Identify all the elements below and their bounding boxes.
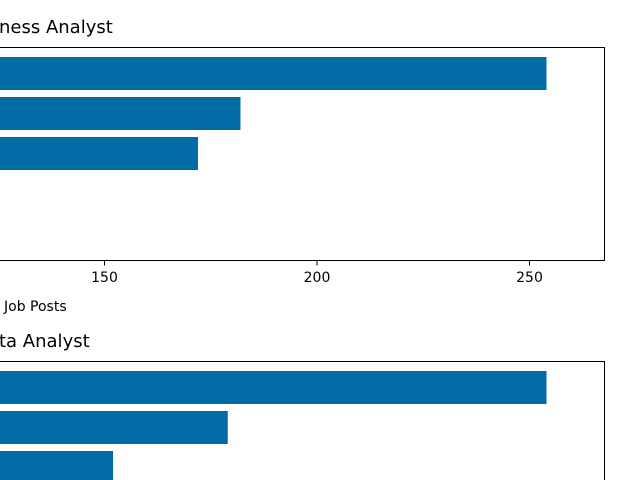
top-panel: ness Analyst 150 200 250 Job Posts — [0, 17, 605, 315]
top-x-tick-label: 250 — [516, 270, 543, 286]
bottom-axes-frame — [0, 361, 605, 480]
top-plot-frame — [0, 47, 605, 261]
top-bar — [0, 137, 198, 170]
top-x-axis-label: Job Posts — [3, 299, 67, 315]
top-chart-title: ness Analyst — [0, 17, 113, 38]
top-x-tick-label: 200 — [304, 270, 331, 286]
bottom-plot-frame — [0, 361, 605, 480]
top-bar — [0, 57, 547, 90]
top-axes-frame — [0, 47, 605, 261]
bottom-bar — [0, 371, 547, 404]
top-x-tick-label: 150 — [91, 270, 118, 286]
bottom-bar — [0, 411, 228, 444]
bottom-chart-title: ta Analyst — [0, 331, 90, 352]
bottom-bar — [0, 451, 113, 480]
bottom-bar-group — [0, 371, 547, 480]
bottom-panel: ta Analyst — [0, 331, 605, 480]
top-x-ticks: 150 200 250 — [91, 260, 543, 286]
top-bar-group — [0, 57, 547, 170]
top-bar — [0, 97, 241, 130]
